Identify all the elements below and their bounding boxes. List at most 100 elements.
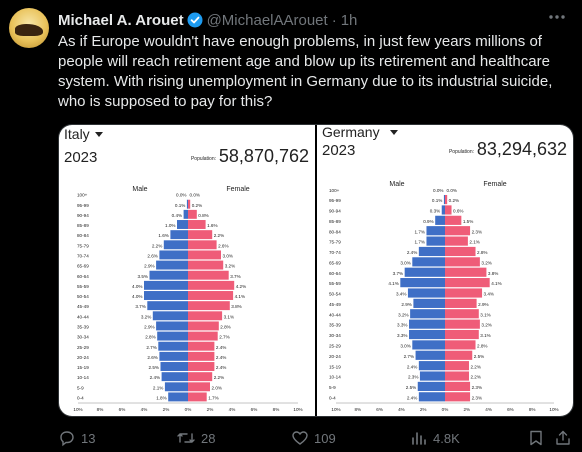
male-data-label: 1.7% [414, 240, 424, 245]
male-bar [418, 392, 445, 402]
age-group-label: 60-64 [77, 274, 89, 279]
female-bar [445, 319, 480, 329]
male-data-label: 3.3% [397, 323, 407, 328]
male-bar [177, 220, 188, 229]
male-bar [417, 381, 445, 392]
x-tick-label: 4% [229, 407, 236, 412]
male-bar [161, 372, 188, 382]
female-data-label: 2.2% [470, 364, 480, 369]
pyramid-italy[interactable]: Italy 2023 Population: 58,870,762 Male Female… [59, 125, 315, 416]
male-bar [159, 250, 188, 260]
female-data-label: 2.2% [214, 375, 224, 380]
female-bar [445, 215, 462, 225]
male-data-label: 3.7% [135, 304, 145, 309]
male-bar [144, 291, 188, 300]
female-bar [445, 278, 490, 288]
age-group-label: 95-99 [329, 198, 341, 203]
male-data-label: 0.0% [176, 193, 186, 198]
reply-button[interactable]: 13 [58, 428, 95, 448]
male-data-label: 1.6% [158, 233, 168, 238]
female-bar [445, 392, 471, 402]
repost-count: 28 [201, 430, 216, 446]
male-data-label: 2.9% [144, 264, 154, 269]
x-tick-label: 4% [398, 407, 405, 412]
female-data-label: 2.1% [469, 240, 479, 245]
x-tick-label: 8% [273, 407, 280, 412]
male-bar [426, 226, 445, 236]
bookmark-button[interactable] [527, 428, 545, 448]
male-data-label: 2.9% [144, 324, 154, 329]
pyramid-chart-germany: Germany 2023 Population: 83,294,632 Male Fema… [322, 125, 567, 412]
repost-button[interactable]: 28 [176, 428, 215, 448]
male-bar [170, 230, 188, 240]
female-label: Female [483, 181, 506, 188]
dropdown-caret-icon [390, 130, 398, 135]
male-bar [144, 280, 188, 290]
age-group-label: 80-84 [329, 229, 341, 234]
population-label: Population: [191, 156, 216, 162]
female-data-label: 0.0% [190, 193, 200, 198]
views-chart-icon [412, 432, 426, 445]
x-tick-label: 8% [97, 407, 104, 412]
age-group-label: 65-69 [77, 264, 89, 269]
x-tick-label: 2% [163, 407, 170, 412]
chart-year: 2023 [322, 142, 355, 159]
female-data-label: 3.8% [488, 271, 498, 276]
male-data-label: 2.5% [406, 385, 416, 390]
female-bar [188, 199, 191, 209]
male-data-label: 3.2% [398, 312, 408, 317]
female-bar [445, 309, 479, 319]
age-group-label: 15-19 [77, 365, 89, 370]
like-button[interactable]: 109 [291, 428, 336, 448]
share-button[interactable] [554, 428, 572, 448]
age-group-label: 75-79 [329, 240, 341, 245]
male-bar [418, 361, 445, 371]
female-bar [188, 250, 221, 260]
author-handle[interactable]: @MichaelAArouet [206, 11, 328, 29]
age-group-label: 50-54 [329, 292, 341, 297]
male-bar [156, 260, 188, 270]
population-label: Population: [449, 149, 474, 155]
male-bar [407, 288, 445, 298]
age-group-label: 75-79 [77, 243, 89, 248]
post-time[interactable]: 1h [340, 11, 358, 29]
x-tick-label: 4% [485, 407, 492, 412]
female-data-label: 2.8% [477, 344, 487, 349]
male-bar [410, 309, 445, 319]
x-tick-label: 8% [529, 407, 536, 412]
male-data-label: 2.4% [407, 364, 417, 369]
female-bar [445, 226, 471, 236]
tweet-text: As if Europe wouldn't have enough proble… [58, 33, 553, 110]
more-options-icon[interactable] [546, 8, 568, 26]
age-group-label: 0-4 [77, 395, 84, 400]
female-bar [445, 361, 469, 371]
author-avatar[interactable] [9, 8, 49, 48]
age-group-label: 45-49 [77, 304, 89, 309]
female-bar [445, 194, 448, 205]
male-data-label: 1.8% [156, 395, 166, 400]
age-group-label: 10-14 [329, 375, 341, 380]
pyramid-germany[interactable]: Germany 2023 Population: 83,294,632 Male Fema… [317, 125, 573, 416]
female-bar [445, 329, 479, 340]
female-bar [188, 301, 230, 311]
male-data-label: 2.8% [145, 335, 155, 340]
age-group-label: 30-34 [77, 335, 89, 340]
male-bar [418, 246, 445, 257]
female-data-label: 2.4% [216, 355, 226, 360]
view-count: 4.8K [433, 430, 460, 446]
x-tick-label: 6% [376, 407, 383, 412]
female-bar [188, 260, 224, 270]
female-data-label: 1.7% [208, 395, 218, 400]
author-name[interactable]: Michael A. Arouet [58, 11, 184, 29]
female-bar [188, 331, 218, 341]
age-group-label: 85-89 [77, 223, 89, 228]
female-data-label: 0.2% [192, 203, 202, 208]
male-bar [158, 341, 188, 351]
male-bar [413, 298, 445, 308]
female-bar [445, 246, 476, 257]
female-data-label: 2.4% [216, 345, 226, 350]
male-bar [156, 321, 188, 331]
age-group-label: 20-24 [77, 355, 89, 360]
views-button[interactable]: 4.8K [410, 428, 460, 448]
male-bar [157, 331, 188, 341]
